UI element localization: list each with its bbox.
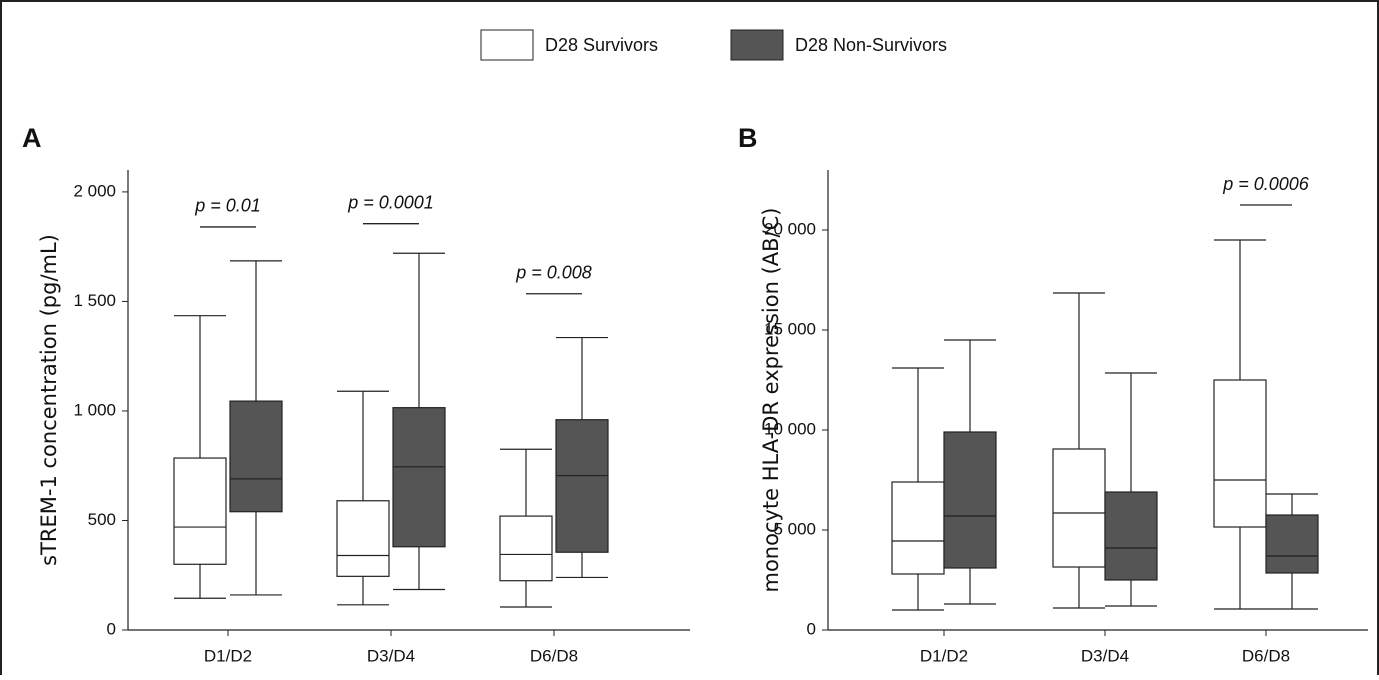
box — [891, 481, 945, 575]
y-tick-label: 15 000 — [764, 319, 816, 338]
y-axis-label: sTREM-1 concentration (pg/mL) — [37, 234, 61, 566]
box — [499, 515, 553, 582]
legend-label: D28 Non-Survivors — [795, 35, 947, 55]
y-tick-label: 5 000 — [773, 519, 816, 538]
annotation: p = 0.0006 — [1222, 174, 1310, 194]
x-tick-label: D6/D8 — [530, 646, 578, 665]
y-tick-label: 0 — [107, 619, 116, 638]
box — [229, 400, 283, 513]
box — [555, 419, 609, 553]
y-tick-label: 1 000 — [73, 400, 116, 419]
box — [392, 407, 446, 548]
y-axis-label: monocyte HLA-DR expression (AB/C) — [759, 207, 783, 592]
y-tick-label: 2 000 — [73, 181, 116, 200]
box — [1052, 448, 1106, 568]
panel-label: A — [22, 123, 42, 153]
x-tick-label: D1/D2 — [204, 646, 252, 665]
y-tick-label: 20 000 — [764, 219, 816, 238]
annotation: p = 0.008 — [515, 263, 592, 283]
box — [173, 457, 227, 565]
annotation: p = 0.0001 — [347, 192, 434, 212]
panel-label: B — [738, 123, 758, 153]
box — [1213, 379, 1267, 528]
y-tick-label: 0 — [807, 619, 816, 638]
y-tick-label: 1 500 — [73, 291, 116, 310]
y-tick-label: 500 — [88, 510, 116, 529]
x-tick-label: D6/D8 — [1242, 646, 1290, 665]
box — [336, 500, 390, 577]
legend-swatch — [480, 29, 534, 61]
box — [1104, 491, 1158, 581]
y-tick-label: 10 000 — [764, 419, 816, 438]
legend-label: D28 Survivors — [545, 35, 658, 55]
x-tick-label: D1/D2 — [920, 646, 968, 665]
legend-swatch — [730, 29, 784, 61]
annotation: p = 0.01 — [194, 196, 261, 216]
box — [1265, 514, 1319, 574]
x-tick-label: D3/D4 — [1081, 646, 1129, 665]
box — [943, 431, 997, 569]
x-tick-label: D3/D4 — [367, 646, 415, 665]
